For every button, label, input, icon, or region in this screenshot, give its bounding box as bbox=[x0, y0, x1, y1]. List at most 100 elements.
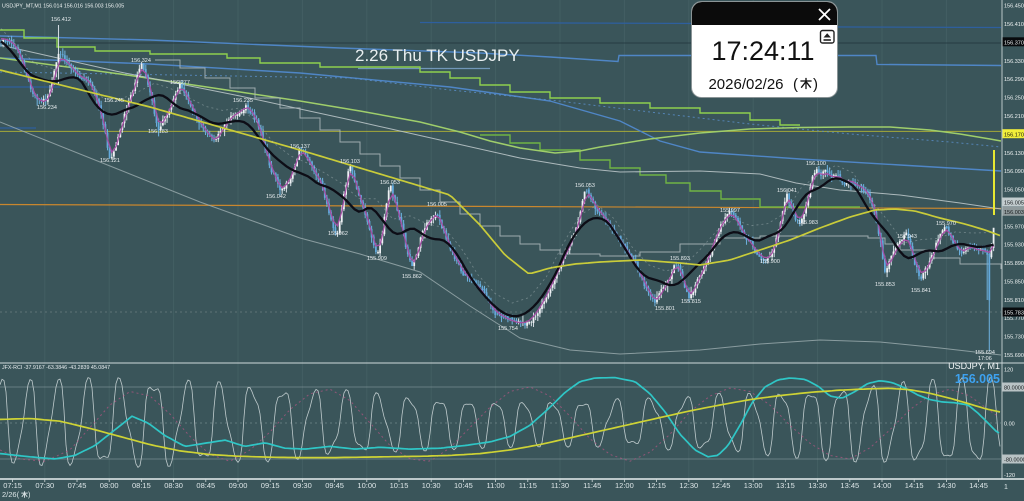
svg-text:USDJPY, M1: USDJPY, M1 bbox=[948, 361, 1000, 371]
svg-text:13:45: 13:45 bbox=[840, 481, 859, 490]
svg-text:11:00: 11:00 bbox=[486, 481, 504, 490]
svg-text:156.005: 156.005 bbox=[1004, 201, 1024, 207]
svg-text:13:15: 13:15 bbox=[776, 481, 795, 490]
svg-text:17:24:11: 17:24:11 bbox=[711, 36, 814, 66]
svg-text:156.103: 156.103 bbox=[340, 159, 360, 165]
svg-text:155.930: 155.930 bbox=[1004, 243, 1024, 249]
svg-text:08:00: 08:00 bbox=[100, 481, 119, 490]
svg-text:156.412: 156.412 bbox=[51, 17, 71, 23]
svg-text:155.690: 155.690 bbox=[1004, 353, 1024, 359]
svg-text:12:00: 12:00 bbox=[615, 481, 634, 490]
svg-text:156.005: 156.005 bbox=[427, 202, 447, 208]
svg-text:156.277: 156.277 bbox=[170, 80, 190, 86]
svg-text:(: ( bbox=[793, 76, 798, 93]
svg-text:10:45: 10:45 bbox=[454, 481, 473, 490]
svg-text:155.841: 155.841 bbox=[911, 288, 931, 294]
svg-text:11:15: 11:15 bbox=[519, 481, 537, 490]
svg-text:2/26(: 2/26( bbox=[2, 490, 20, 499]
svg-text:156.050: 156.050 bbox=[1004, 188, 1024, 194]
svg-text:80.0000: 80.0000 bbox=[1004, 386, 1024, 392]
svg-text:156.100: 156.100 bbox=[806, 161, 826, 167]
svg-text:09:00: 09:00 bbox=[229, 481, 248, 490]
svg-text:0.00: 0.00 bbox=[1004, 422, 1015, 428]
svg-text:155.893: 155.893 bbox=[670, 256, 690, 262]
svg-text:07:30: 07:30 bbox=[35, 481, 54, 490]
svg-text:12:15: 12:15 bbox=[647, 481, 666, 490]
svg-text:155.909: 155.909 bbox=[367, 256, 387, 262]
svg-text:155.970: 155.970 bbox=[936, 221, 956, 227]
svg-text:155.900: 155.900 bbox=[760, 259, 780, 265]
svg-text:156.410: 156.410 bbox=[1004, 22, 1024, 28]
svg-text:156.370: 156.370 bbox=[1004, 41, 1024, 47]
svg-text:156.330: 156.330 bbox=[1004, 59, 1024, 65]
svg-text:155.890: 155.890 bbox=[1004, 261, 1024, 267]
svg-text:155.754: 155.754 bbox=[498, 326, 518, 332]
svg-text:156.450: 156.450 bbox=[1004, 4, 1024, 10]
svg-text:07:15: 07:15 bbox=[3, 481, 22, 490]
svg-text:156.250: 156.250 bbox=[1004, 96, 1024, 102]
svg-text:155.853: 155.853 bbox=[875, 282, 895, 288]
svg-text:156.290: 156.290 bbox=[1004, 77, 1024, 83]
svg-text:155.783: 155.783 bbox=[1004, 311, 1024, 317]
svg-text:08:30: 08:30 bbox=[164, 481, 183, 490]
svg-text:14:30: 14:30 bbox=[937, 481, 956, 490]
svg-text:156.042: 156.042 bbox=[266, 194, 286, 200]
svg-text:JFX-RCI -37.9167 -63.3846 -43.: JFX-RCI -37.9167 -63.3846 -43.2839 45.08… bbox=[2, 365, 110, 371]
svg-text:156.003: 156.003 bbox=[1004, 210, 1024, 216]
svg-text:09:15: 09:15 bbox=[261, 481, 280, 490]
svg-text:08:15: 08:15 bbox=[132, 481, 151, 490]
svg-text:08:45: 08:45 bbox=[196, 481, 215, 490]
svg-text:156.130: 156.130 bbox=[1004, 151, 1024, 157]
svg-text:155.970: 155.970 bbox=[1004, 224, 1024, 230]
svg-text:156.235: 156.235 bbox=[233, 98, 253, 104]
svg-text:09:30: 09:30 bbox=[293, 481, 312, 490]
svg-text:11:30: 11:30 bbox=[551, 481, 569, 490]
svg-text:): ) bbox=[28, 490, 31, 499]
svg-text:156.053: 156.053 bbox=[575, 183, 595, 189]
svg-text:-120: -120 bbox=[1004, 473, 1015, 479]
svg-text:12:45: 12:45 bbox=[712, 481, 731, 490]
svg-text:156.053: 156.053 bbox=[380, 180, 400, 186]
svg-text:USDJPY_MT,M1 156.014 156.016: USDJPY_MT,M1 156.014 156.016 156.003 156… bbox=[2, 4, 124, 10]
svg-text:156.041: 156.041 bbox=[777, 188, 797, 194]
svg-text:10:00: 10:00 bbox=[357, 481, 376, 490]
svg-text:155.801: 155.801 bbox=[655, 306, 675, 312]
svg-text:156.121: 156.121 bbox=[100, 158, 120, 164]
svg-text:13:00: 13:00 bbox=[744, 481, 763, 490]
svg-text:155.962: 155.962 bbox=[328, 231, 348, 237]
svg-text:155.997: 155.997 bbox=[720, 208, 740, 214]
svg-text:12:30: 12:30 bbox=[679, 481, 698, 490]
svg-text:): ) bbox=[813, 76, 818, 93]
svg-text:09:45: 09:45 bbox=[325, 481, 344, 490]
svg-text:13:30: 13:30 bbox=[808, 481, 827, 490]
svg-text:120: 120 bbox=[1004, 368, 1013, 374]
svg-text:155.815: 155.815 bbox=[681, 299, 701, 305]
svg-text:156.137: 156.137 bbox=[290, 144, 310, 150]
svg-text:155.770: 155.770 bbox=[1004, 316, 1024, 322]
svg-text:07:45: 07:45 bbox=[68, 481, 87, 490]
svg-text:2026/02/26: 2026/02/26 bbox=[708, 76, 783, 93]
svg-text:156.324: 156.324 bbox=[131, 58, 151, 64]
svg-text:156.183: 156.183 bbox=[148, 129, 168, 135]
svg-text:14:00: 14:00 bbox=[873, 481, 892, 490]
svg-text:10:30: 10:30 bbox=[422, 481, 441, 490]
svg-text:156.005: 156.005 bbox=[955, 372, 1000, 386]
svg-text:155.943: 155.943 bbox=[897, 234, 917, 240]
svg-text:156.245: 156.245 bbox=[104, 98, 124, 104]
svg-text:156.210: 156.210 bbox=[1004, 114, 1024, 120]
svg-text:11:45: 11:45 bbox=[583, 481, 601, 490]
svg-text:14:15: 14:15 bbox=[905, 481, 924, 490]
svg-text:-80.0000: -80.0000 bbox=[1004, 458, 1024, 464]
svg-text:17:06: 17:06 bbox=[978, 356, 992, 362]
svg-text:155.983: 155.983 bbox=[798, 220, 818, 226]
svg-text:155.810: 155.810 bbox=[1004, 298, 1024, 304]
svg-text:156.170: 156.170 bbox=[1004, 132, 1024, 138]
svg-text:155.862: 155.862 bbox=[402, 274, 422, 280]
svg-text:155.850: 155.850 bbox=[1004, 279, 1024, 285]
svg-text:155.730: 155.730 bbox=[1004, 335, 1024, 341]
svg-text:2.26 Thu TK USDJPY: 2.26 Thu TK USDJPY bbox=[355, 46, 520, 65]
svg-text:156.090: 156.090 bbox=[1004, 169, 1024, 175]
svg-text:14:45: 14:45 bbox=[969, 481, 988, 490]
svg-text:155.694: 155.694 bbox=[975, 350, 995, 356]
svg-text:10:15: 10:15 bbox=[390, 481, 409, 490]
